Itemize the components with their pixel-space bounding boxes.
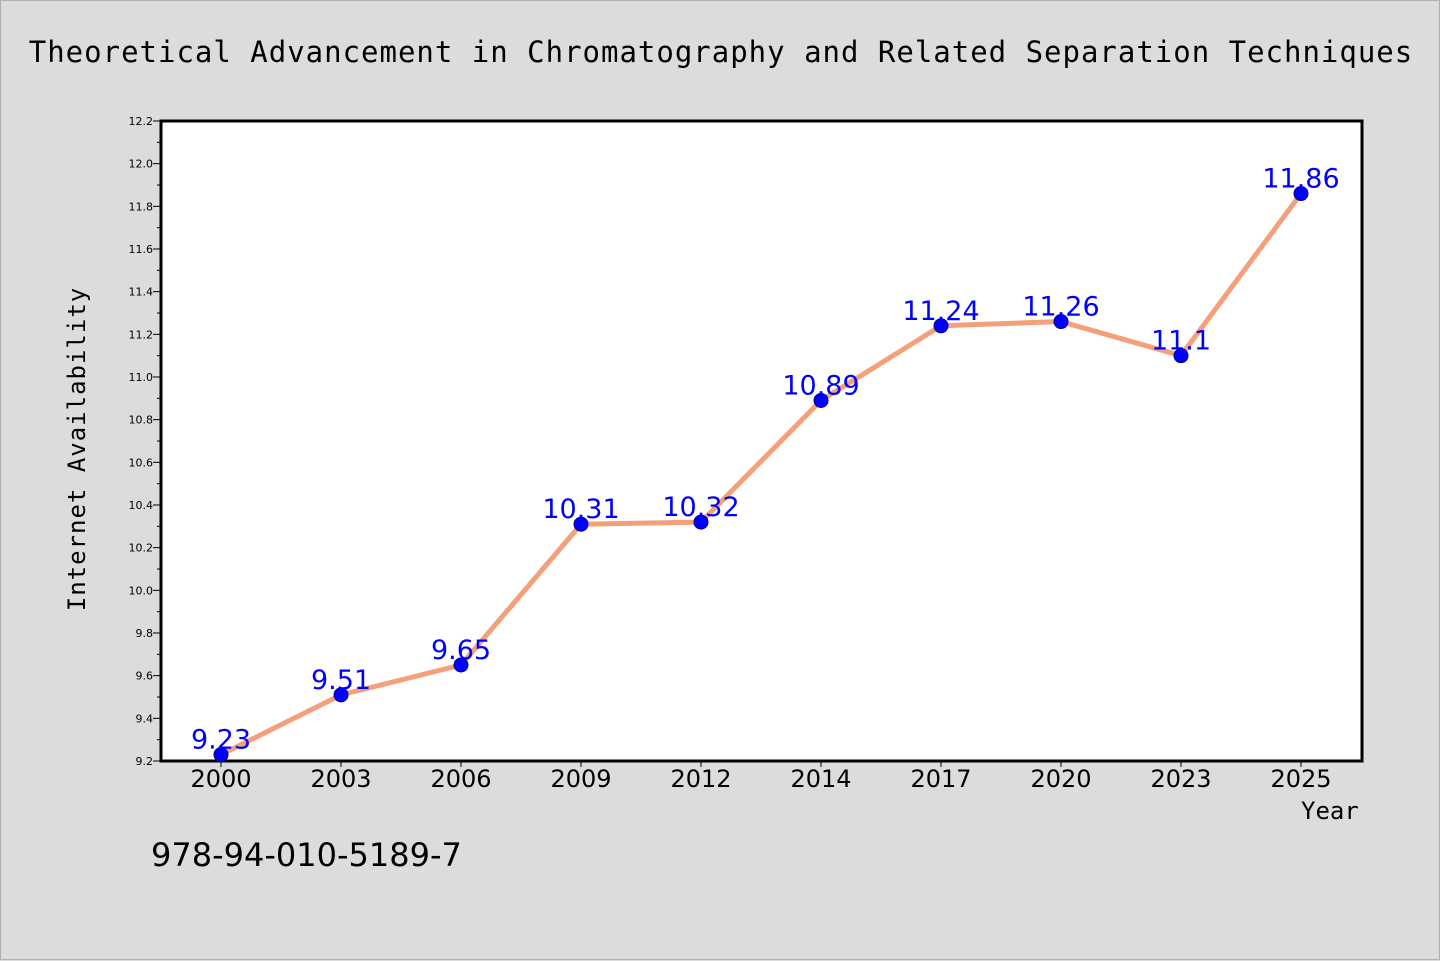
- y-tick-label: 9.4: [136, 712, 154, 725]
- y-tick-label: 12.2: [129, 115, 154, 128]
- x-tick-label: 2023: [1150, 765, 1211, 793]
- data-point: [453, 657, 469, 673]
- data-label: 10.89: [782, 370, 859, 401]
- x-tick-label: 2020: [1030, 765, 1091, 793]
- data-label: 9.65: [431, 635, 491, 666]
- y-tick-label: 9.8: [136, 627, 154, 640]
- x-tick-label: 2000: [190, 765, 251, 793]
- y-tick-label: 11.8: [129, 200, 154, 213]
- data-point: [933, 318, 949, 334]
- y-tick-label: 10.8: [129, 414, 154, 427]
- y-tick-label: 11.4: [129, 286, 154, 299]
- x-tick-label: 2003: [310, 765, 371, 793]
- y-tick-label: 11.6: [129, 243, 154, 256]
- data-label: 10.31: [542, 494, 619, 525]
- x-tick-label: 2012: [670, 765, 731, 793]
- data-label: 11.1: [1151, 326, 1211, 357]
- x-tick-label: 2014: [790, 765, 851, 793]
- x-tick-label: 2025: [1270, 765, 1331, 793]
- data-label: 11.26: [1022, 292, 1099, 323]
- y-tick-label: 10.2: [129, 542, 154, 555]
- y-tick-label: 10.4: [129, 499, 154, 512]
- data-label: 9.51: [311, 665, 371, 696]
- chart-title: Theoretical Advancement in Chromatograph…: [28, 35, 1414, 69]
- data-point: [1173, 348, 1189, 364]
- y-tick-label: 9.2: [136, 755, 154, 768]
- x-axis-label: Year: [1301, 797, 1359, 825]
- data-point: [213, 747, 229, 763]
- y-tick-label: 10.0: [129, 584, 154, 597]
- y-tick-label: 11.0: [129, 371, 154, 384]
- series-line: [219, 192, 1304, 757]
- data-point: [1293, 186, 1309, 202]
- data-point: [1053, 314, 1069, 330]
- data-label: 11.24: [902, 296, 979, 327]
- footer-code: 978-94-010-5189-7: [151, 836, 462, 874]
- x-tick-label: 2006: [430, 765, 491, 793]
- data-point: [693, 514, 709, 530]
- data-point: [813, 392, 829, 408]
- y-tick-label: 10.6: [129, 456, 154, 469]
- data-label: 11.86: [1262, 164, 1339, 195]
- y-tick-label: 11.2: [129, 328, 154, 341]
- y-tick-label: 9.6: [136, 670, 154, 683]
- x-tick-label: 2017: [910, 765, 971, 793]
- y-tick-label: 12.0: [129, 158, 154, 171]
- data-label: 9.23: [191, 725, 251, 756]
- data-point: [333, 687, 349, 703]
- x-tick-label: 2009: [550, 765, 611, 793]
- data-label: 10.32: [662, 492, 739, 523]
- plot-frame: [159, 119, 1364, 763]
- data-point: [573, 516, 589, 532]
